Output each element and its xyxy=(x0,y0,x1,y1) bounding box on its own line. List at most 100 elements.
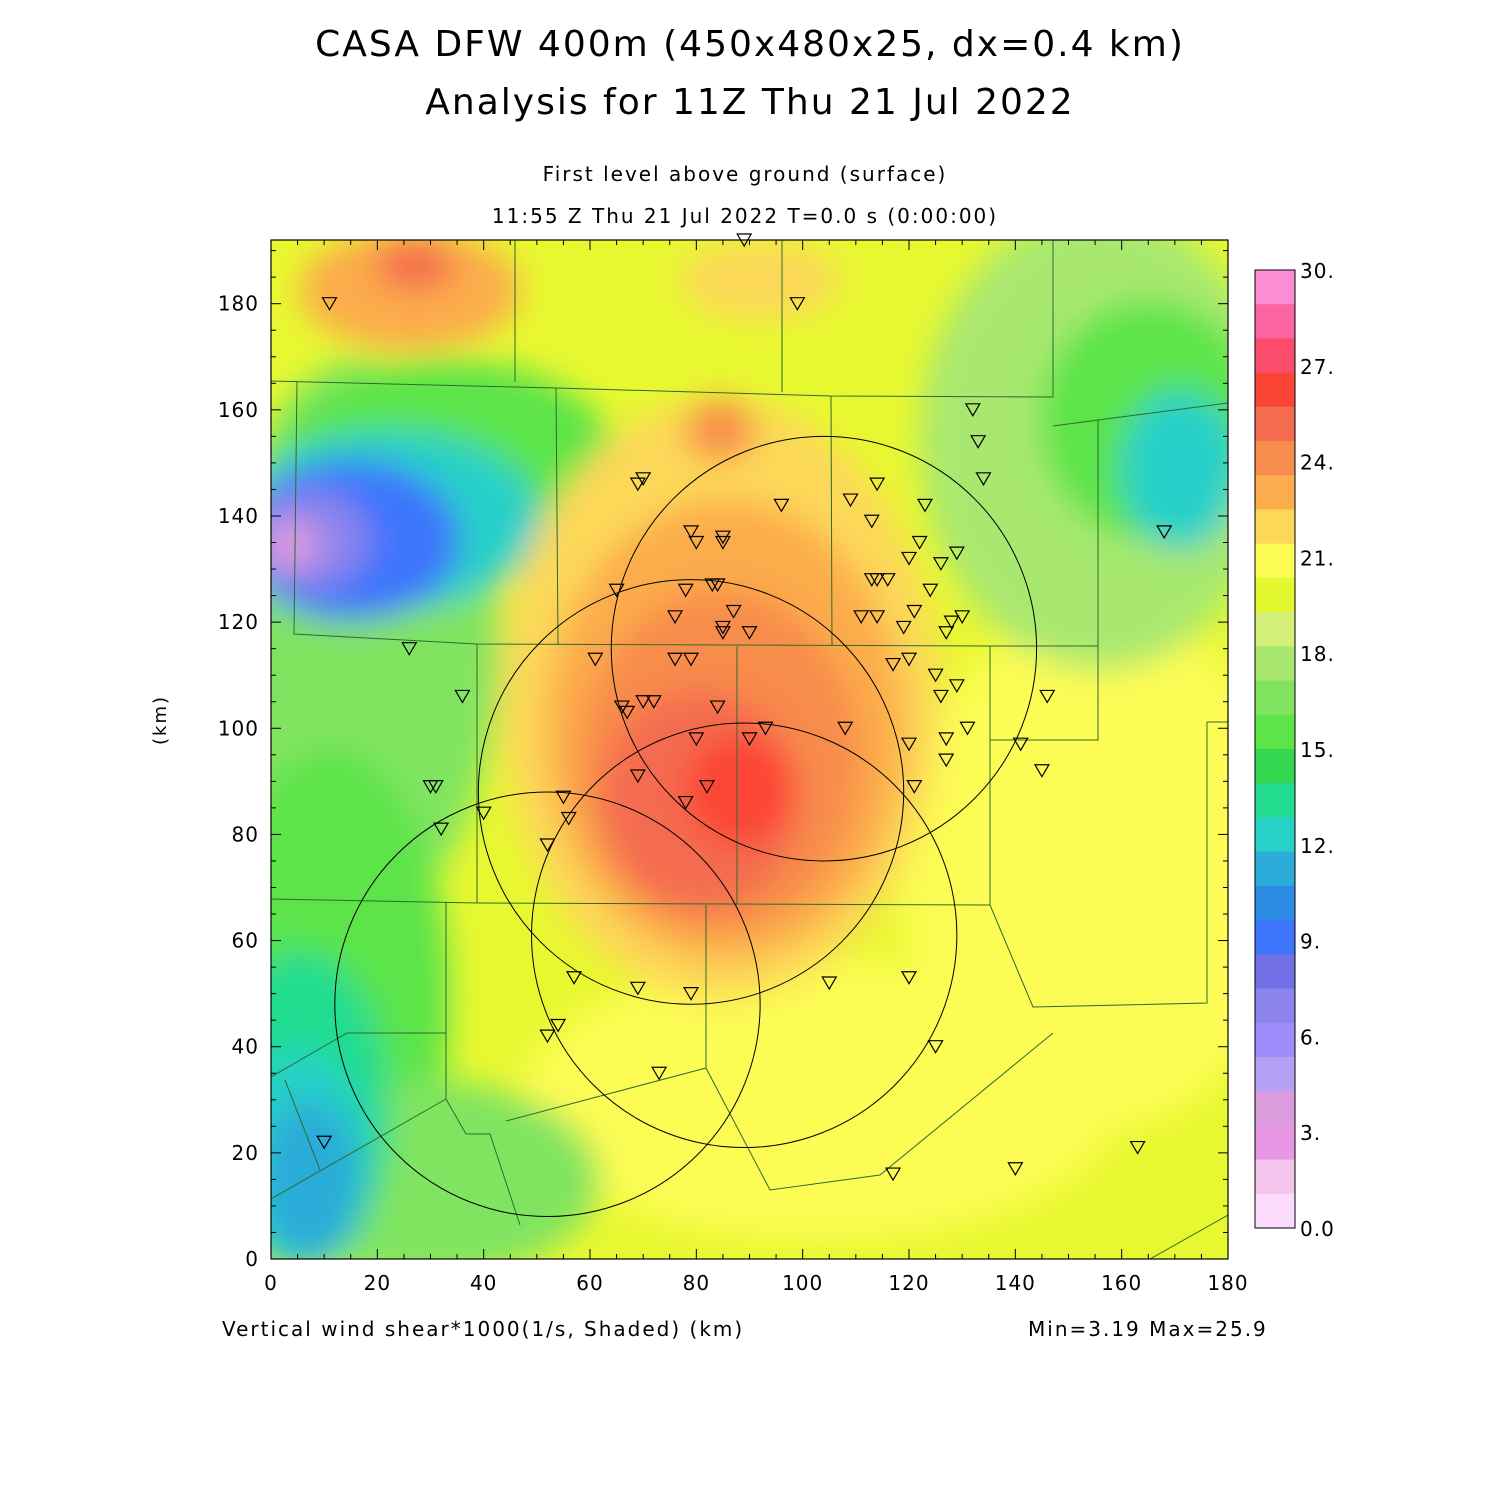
colorbar-swatch xyxy=(1255,680,1295,716)
station-marker xyxy=(1129,1140,1146,1155)
station-marker xyxy=(1007,1162,1024,1176)
station-marker xyxy=(1156,525,1173,540)
station-marker xyxy=(714,535,731,550)
colorbar-swatch xyxy=(1255,749,1295,784)
y-tick-label: 160 xyxy=(218,398,259,422)
colorbar-tick-label: 24. xyxy=(1300,451,1335,475)
station-marker xyxy=(741,626,758,640)
colorbar-tick-label: 3. xyxy=(1300,1121,1321,1145)
colorbar-swatch xyxy=(1255,783,1295,818)
station-marker xyxy=(682,987,700,1001)
station-marker xyxy=(619,705,636,720)
x-axis: 0 20 40 60 80 100 120 140 160 180 xyxy=(264,240,1248,1295)
station-marker xyxy=(911,535,928,550)
station-marker xyxy=(635,695,652,709)
station-marker xyxy=(906,604,923,619)
colorbar-tick-label: 9. xyxy=(1300,930,1321,954)
station-marker xyxy=(725,604,742,619)
x-tick-label: 20 xyxy=(364,1271,391,1295)
colorbar-swatch xyxy=(1255,885,1295,921)
chart-title: CASA DFW 400m (450x480x25, dx=0.4 km) xyxy=(315,24,1185,65)
station-marker xyxy=(964,403,981,418)
station-marker xyxy=(895,620,912,635)
station-marker xyxy=(677,583,694,598)
station-marker xyxy=(975,472,992,487)
station-marker xyxy=(842,493,859,508)
y-tick-label: 180 xyxy=(218,292,259,316)
chart-subtitle: Analysis for 11Z Thu 21 Jul 2022 xyxy=(425,82,1075,123)
colorbar-tick-label: 6. xyxy=(1300,1025,1321,1049)
county-boundaries xyxy=(271,240,1228,1259)
station-marker xyxy=(560,811,577,826)
station-marker xyxy=(433,822,450,837)
colorbar-swatch xyxy=(1255,817,1295,853)
station-marker xyxy=(714,620,731,635)
colorbar-tick-label: 27. xyxy=(1300,355,1335,379)
x-tick-label: 120 xyxy=(888,1271,929,1295)
y-tick-label: 0 xyxy=(245,1247,259,1271)
station-marker xyxy=(948,679,965,694)
station-markers xyxy=(316,233,1173,1182)
colorbar-swatch xyxy=(1255,851,1295,887)
station-marker xyxy=(1012,737,1029,752)
colorbar-frame xyxy=(1254,269,1296,1229)
station-marker xyxy=(757,721,774,736)
station-marker xyxy=(900,551,918,566)
station-marker xyxy=(938,626,955,640)
station-marker xyxy=(688,535,705,550)
field-label: Vertical wind shear*1000(1/s, Shaded) (k… xyxy=(222,1317,745,1341)
station-marker xyxy=(587,652,604,667)
station-marker xyxy=(869,477,886,492)
station-marker xyxy=(709,578,726,593)
x-tick-label: 0 xyxy=(264,1271,278,1295)
colorbar-swatch xyxy=(1255,1125,1295,1161)
station-marker xyxy=(651,1066,668,1081)
station-marker xyxy=(682,652,700,667)
shaded-field xyxy=(271,240,1228,1259)
station-marker xyxy=(550,1018,567,1033)
colorbar-swatch xyxy=(1255,988,1295,1024)
colorbar-swatch xyxy=(1255,1091,1295,1126)
station-marker xyxy=(927,1040,944,1054)
x-tick-label: 40 xyxy=(470,1271,497,1295)
minmax-label: Min=3.19 Max=25.9 xyxy=(1028,1317,1268,1341)
colorbar-tick-label: 18. xyxy=(1300,642,1335,666)
y-tick-label: 20 xyxy=(232,1141,259,1165)
station-marker xyxy=(948,546,965,561)
station-marker xyxy=(645,695,662,709)
colorbar-swatch xyxy=(1255,1056,1295,1092)
y-tick-label: 140 xyxy=(218,504,259,528)
range-ring-2 xyxy=(531,722,958,1149)
colorbar-swatch xyxy=(1255,372,1295,408)
x-tick-label: 60 xyxy=(576,1271,603,1295)
station-marker xyxy=(401,642,418,656)
colorbar-swatch xyxy=(1255,543,1295,579)
station-marker xyxy=(959,721,976,736)
colorbar-tick-label: 12. xyxy=(1300,834,1335,858)
y-tick-label: 40 xyxy=(232,1035,259,1059)
station-marker xyxy=(938,732,955,747)
colorbar-swatch xyxy=(1255,406,1295,442)
colorbar-tick-label: 15. xyxy=(1300,738,1335,762)
station-marker xyxy=(922,583,939,598)
level-label: First level above ground (surface) xyxy=(542,162,948,186)
station-marker xyxy=(916,498,933,513)
station-marker xyxy=(900,737,918,752)
station-marker xyxy=(629,477,646,492)
station-marker xyxy=(613,700,630,715)
station-marker xyxy=(821,976,838,991)
station-marker xyxy=(688,732,705,747)
station-marker xyxy=(555,790,572,805)
station-marker xyxy=(885,657,902,672)
station-marker xyxy=(938,753,955,768)
station-marker xyxy=(629,981,646,996)
station-marker xyxy=(635,472,652,487)
station-marker xyxy=(608,583,625,598)
station-marker xyxy=(316,1135,333,1150)
colorbar-swatch xyxy=(1255,338,1295,374)
station-marker xyxy=(475,806,492,821)
station-marker xyxy=(927,668,944,683)
y-tick-label: 120 xyxy=(218,610,259,634)
station-marker xyxy=(539,1029,556,1044)
